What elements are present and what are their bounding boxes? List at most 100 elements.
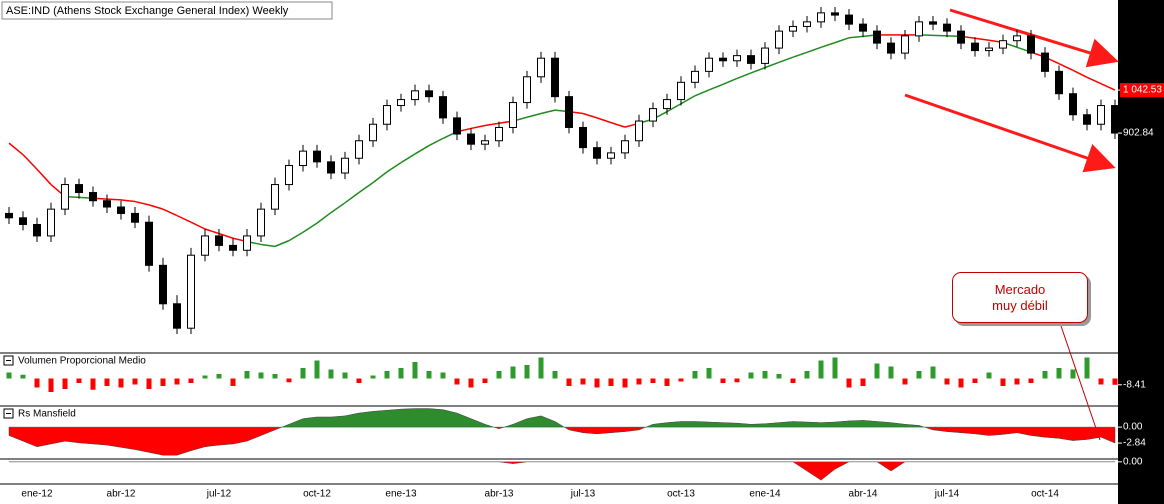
moving-average (540, 109, 556, 115)
candle-body (1027, 35, 1035, 54)
moving-average (330, 202, 346, 214)
candle-body (1055, 70, 1063, 95)
moving-average (526, 112, 542, 118)
moving-average (316, 211, 332, 224)
area (9, 461, 1115, 481)
bar (1028, 378, 1034, 383)
moving-average (162, 208, 178, 217)
x-tick-label: abr-13 (485, 489, 514, 500)
candle-body (831, 12, 839, 16)
moving-average (218, 232, 234, 239)
candle-body (425, 90, 433, 98)
bar (678, 378, 684, 382)
bar (874, 363, 880, 379)
bar (146, 378, 152, 389)
bar (790, 378, 796, 383)
x-tick-label: oct-13 (667, 489, 695, 500)
bar (930, 366, 936, 379)
bar (496, 371, 502, 379)
x-tick-label: jul-14 (934, 489, 960, 500)
candle-body (131, 212, 139, 223)
x-tick-label: oct-14 (1031, 489, 1059, 500)
candle-body (173, 303, 181, 329)
moving-average (8, 142, 24, 156)
moving-average (344, 191, 360, 204)
moving-average (134, 200, 150, 206)
moving-average (386, 161, 402, 173)
moving-average (708, 83, 724, 91)
candle-body (215, 235, 223, 246)
moving-average (358, 181, 374, 194)
moving-average (792, 51, 808, 58)
candle-body (985, 47, 993, 52)
area (9, 461, 1115, 462)
candle-body (117, 206, 125, 214)
bar (510, 366, 516, 379)
price-highlight (1120, 83, 1164, 98)
moving-average (582, 112, 598, 119)
moving-average (722, 77, 738, 85)
bar (902, 378, 908, 385)
candle-body (243, 235, 251, 251)
x-tick-label: oct-12 (303, 489, 331, 500)
bar (342, 372, 348, 379)
candle-body (901, 35, 909, 54)
candle-body (1097, 105, 1105, 125)
bar (1014, 378, 1020, 385)
candle-body (621, 140, 629, 154)
candle-body (761, 47, 769, 64)
moving-average (1086, 76, 1102, 85)
bar (6, 372, 12, 379)
bar (804, 371, 810, 379)
candle-body (915, 21, 923, 37)
moving-average (274, 239, 290, 248)
candle-body (523, 76, 531, 104)
bar (34, 378, 40, 388)
bar (426, 371, 432, 379)
moving-average (36, 168, 52, 186)
x-tick-label: abr-12 (107, 489, 136, 500)
bar (986, 372, 992, 379)
bar (818, 360, 824, 379)
candle-body (1083, 114, 1091, 125)
candle-body (663, 99, 671, 110)
bar (1042, 371, 1048, 379)
bar (440, 372, 446, 379)
bar (314, 360, 320, 379)
candle-body (341, 157, 349, 174)
candle-body (607, 152, 615, 159)
bar (650, 378, 656, 383)
bar (258, 372, 264, 379)
moving-average (190, 221, 206, 230)
candle-body (75, 184, 83, 194)
bar (720, 378, 726, 383)
candle-body (271, 184, 279, 210)
bar (580, 378, 586, 385)
moving-average (1058, 62, 1074, 71)
moving-average (806, 46, 822, 54)
bar (846, 378, 852, 388)
moving-average (176, 214, 192, 223)
x-tick-label: ene-12 (21, 489, 53, 500)
moving-average (260, 243, 276, 248)
bar (454, 378, 460, 385)
candle-body (551, 57, 559, 98)
candle-body (873, 30, 881, 44)
bar (832, 357, 838, 379)
bar (916, 371, 922, 379)
candle-body (1069, 93, 1077, 116)
candle-body (747, 55, 755, 64)
area (8, 408, 1116, 428)
candle-body (33, 223, 41, 237)
bar (888, 366, 894, 379)
candle-body (61, 184, 69, 210)
candle-body (593, 147, 601, 159)
bar (412, 362, 418, 379)
x-tick-label: ene-13 (385, 489, 417, 500)
bar (398, 368, 404, 379)
bar (776, 374, 782, 379)
bar (1056, 368, 1062, 379)
bar (706, 368, 712, 379)
candle-body (845, 14, 853, 25)
